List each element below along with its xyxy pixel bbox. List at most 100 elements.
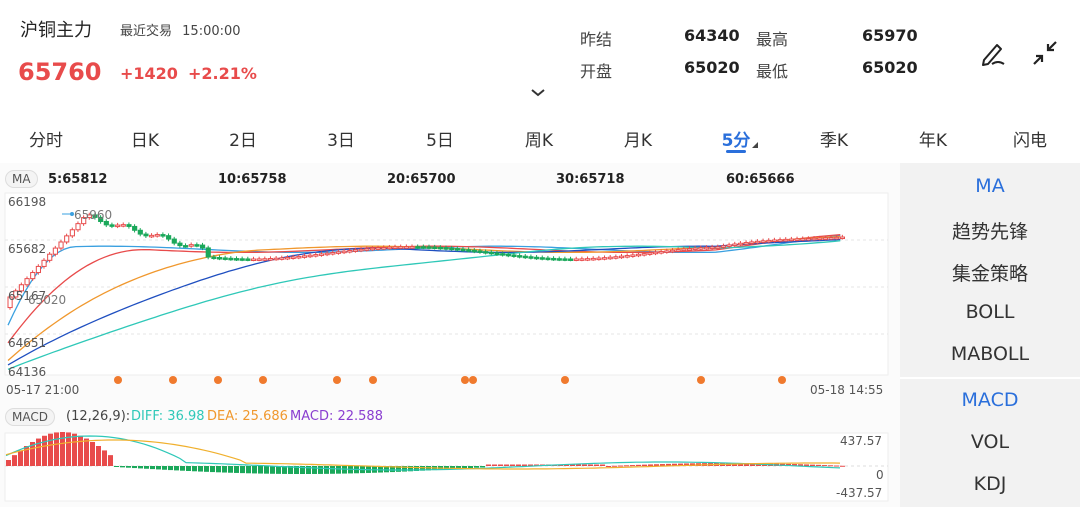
macd-diff: DIFF: 36.98	[131, 409, 205, 424]
tab-day-k[interactable]: 日K	[130, 131, 160, 151]
macd-bar	[288, 466, 293, 474]
prev-settle-label: 昨结	[580, 30, 613, 49]
panel-item-vol[interactable]: VOL	[970, 431, 1010, 453]
main-indicator-tag[interactable]: MA	[5, 170, 38, 188]
y-label-3: 64651	[8, 336, 47, 350]
macd-bar	[750, 463, 755, 466]
macd-bar	[492, 464, 497, 466]
macd-bar	[816, 464, 821, 466]
candle-body	[143, 233, 149, 237]
candle-body	[658, 251, 664, 254]
panel-item-strategy[interactable]: 集金策略	[951, 263, 1028, 285]
macd-bar	[12, 455, 17, 466]
candle-body	[494, 252, 500, 255]
candle-body	[573, 258, 579, 261]
macd-bar	[528, 464, 533, 466]
open-label: 开盘	[580, 62, 613, 81]
trade-time: 15:00:00	[182, 24, 241, 39]
candle-body	[75, 223, 81, 231]
macd-bar	[6, 460, 11, 466]
candle-body	[754, 240, 761, 244]
macd-bar	[648, 464, 653, 466]
high-value: 65970	[862, 26, 918, 45]
macd-bar	[186, 466, 191, 471]
sub-indicator-tag[interactable]: MACD	[5, 408, 55, 426]
candle-body	[217, 257, 223, 260]
candle-body	[783, 238, 789, 242]
candle-body	[794, 238, 800, 241]
tab-week-k[interactable]: 周K	[524, 131, 554, 151]
candle-body	[284, 256, 291, 260]
macd-bar	[396, 466, 401, 472]
candle-body	[562, 258, 568, 261]
ma20-value: 20:65700	[387, 172, 456, 187]
macd-bar	[792, 464, 797, 466]
macd-bar	[132, 466, 137, 469]
ma30-value: 30:65718	[556, 172, 625, 187]
chevron-down-icon[interactable]	[530, 88, 546, 98]
macd-bar	[840, 465, 845, 467]
collapse-icon[interactable]	[1030, 38, 1060, 68]
tab-5day[interactable]: 5日	[426, 131, 454, 151]
candle-body	[341, 250, 347, 254]
candle-body	[500, 253, 506, 256]
tab-dropdown-corner-icon[interactable]	[752, 142, 758, 148]
macd-bar	[222, 466, 227, 473]
candle-body	[720, 245, 727, 248]
x-start-label: 05-17 21:00	[6, 383, 80, 397]
macd-bar	[24, 446, 29, 466]
candle-body	[749, 241, 755, 244]
candle-body	[296, 255, 302, 259]
macd-bar	[594, 464, 599, 466]
candle-body	[375, 247, 381, 250]
tab-season-k[interactable]: 季K	[819, 131, 849, 151]
candle-body	[347, 250, 353, 253]
event-marker-dot	[214, 376, 222, 384]
macd-bar	[42, 435, 47, 466]
pen-icon[interactable]	[978, 38, 1008, 68]
candle-body	[98, 216, 104, 222]
candle-body	[58, 241, 64, 249]
macd-bar	[636, 464, 641, 466]
candle-body	[149, 234, 155, 238]
candle-body	[675, 249, 681, 252]
tab-5min[interactable]: 5分	[721, 131, 751, 151]
macd-bar	[606, 466, 611, 467]
candle-body	[301, 255, 308, 258]
macd-bar	[402, 466, 407, 472]
candle-body	[619, 255, 625, 259]
macd-bar	[276, 466, 281, 474]
macd-bar	[84, 438, 89, 466]
quote-header: 沪铜主力 最近交易 15:00:00 65760 +1420 +2.21% 昨结…	[0, 0, 1080, 112]
macd-bar	[240, 466, 245, 474]
macd-bar	[90, 442, 95, 466]
ma-line-3	[7, 238, 841, 366]
tab-2day[interactable]: 2日	[229, 131, 257, 151]
candle-body	[18, 284, 24, 292]
macd-bar	[264, 466, 269, 474]
candle-body	[760, 240, 766, 243]
panel-item-kdj[interactable]: KDJ	[973, 473, 1007, 495]
tab-month-k[interactable]: 月K	[623, 131, 653, 151]
panel-item-macd[interactable]: MACD	[961, 389, 1019, 411]
macd-bar	[126, 466, 131, 468]
tab-year-k[interactable]: 年K	[918, 131, 948, 151]
tab-fenshi[interactable]: 分时	[29, 131, 63, 151]
open-value: 65020	[684, 58, 740, 77]
tab-flash[interactable]: 闪电	[1013, 131, 1047, 151]
macd-bar	[498, 464, 503, 466]
ma10-value: 10:65758	[218, 172, 287, 187]
macd-bar	[480, 466, 485, 468]
macd-zero-label: 0	[876, 468, 884, 482]
macd-bar	[828, 465, 833, 467]
candle-body	[409, 246, 415, 249]
main-chart-frame	[4, 192, 889, 376]
panel-item-ma[interactable]: MA	[975, 175, 1005, 197]
panel-item-maboll[interactable]: MABOLL	[950, 343, 1030, 365]
macd-bar	[174, 466, 179, 471]
candle-body	[250, 258, 257, 262]
panel-item-trend[interactable]: 趋势先锋	[951, 221, 1028, 243]
tab-3day[interactable]: 3日	[327, 131, 355, 151]
panel-item-boll[interactable]: BOLL	[965, 301, 1015, 323]
macd-bar	[666, 463, 671, 466]
